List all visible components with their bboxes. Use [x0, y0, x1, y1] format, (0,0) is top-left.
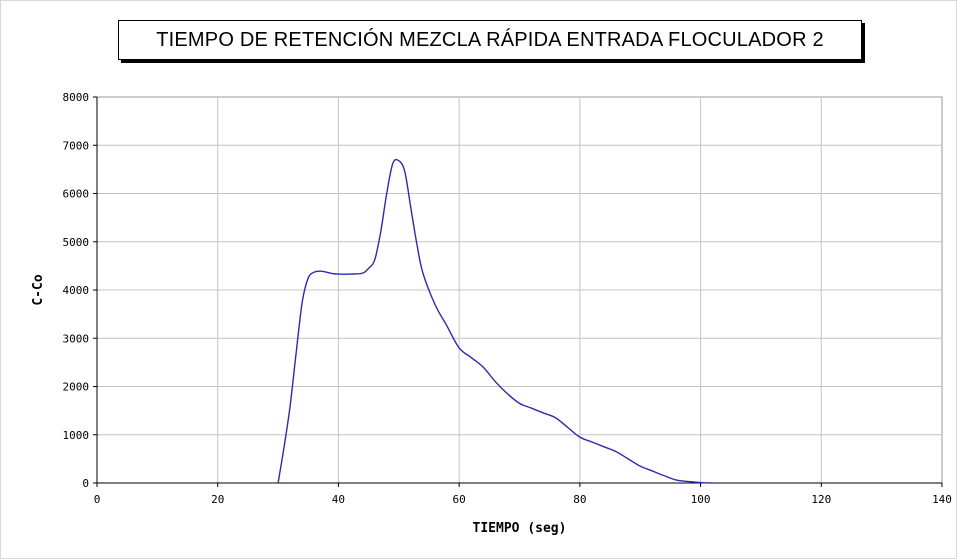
y-tick-label: 2000: [63, 381, 90, 394]
y-tick-label: 8000: [63, 91, 90, 104]
x-axis-title: TIEMPO (seg): [473, 521, 567, 536]
y-axis-title: C-Co: [31, 274, 46, 305]
chart-title: TIEMPO DE RETENCIÓN MEZCLA RÁPIDA ENTRAD…: [118, 20, 862, 60]
x-tick-label: 60: [453, 493, 466, 506]
series-line: [277, 158, 713, 484]
y-tick-label: 6000: [63, 188, 90, 201]
y-tick-label: 3000: [63, 332, 90, 345]
y-tick-label: 4000: [63, 284, 90, 297]
x-tick-label: 100: [691, 493, 711, 506]
y-tick-label: 5000: [63, 236, 90, 249]
y-tick-label: 7000: [63, 139, 90, 152]
x-tick-label: 20: [211, 493, 224, 506]
x-tick-label: 40: [332, 493, 345, 506]
x-tick-label: 140: [932, 493, 952, 506]
x-tick-label: 120: [811, 493, 831, 506]
y-tick-label: 1000: [63, 429, 90, 442]
x-tick-label: 0: [94, 493, 101, 506]
y-tick-label: 0: [82, 477, 89, 490]
x-tick-label: 80: [573, 493, 586, 506]
